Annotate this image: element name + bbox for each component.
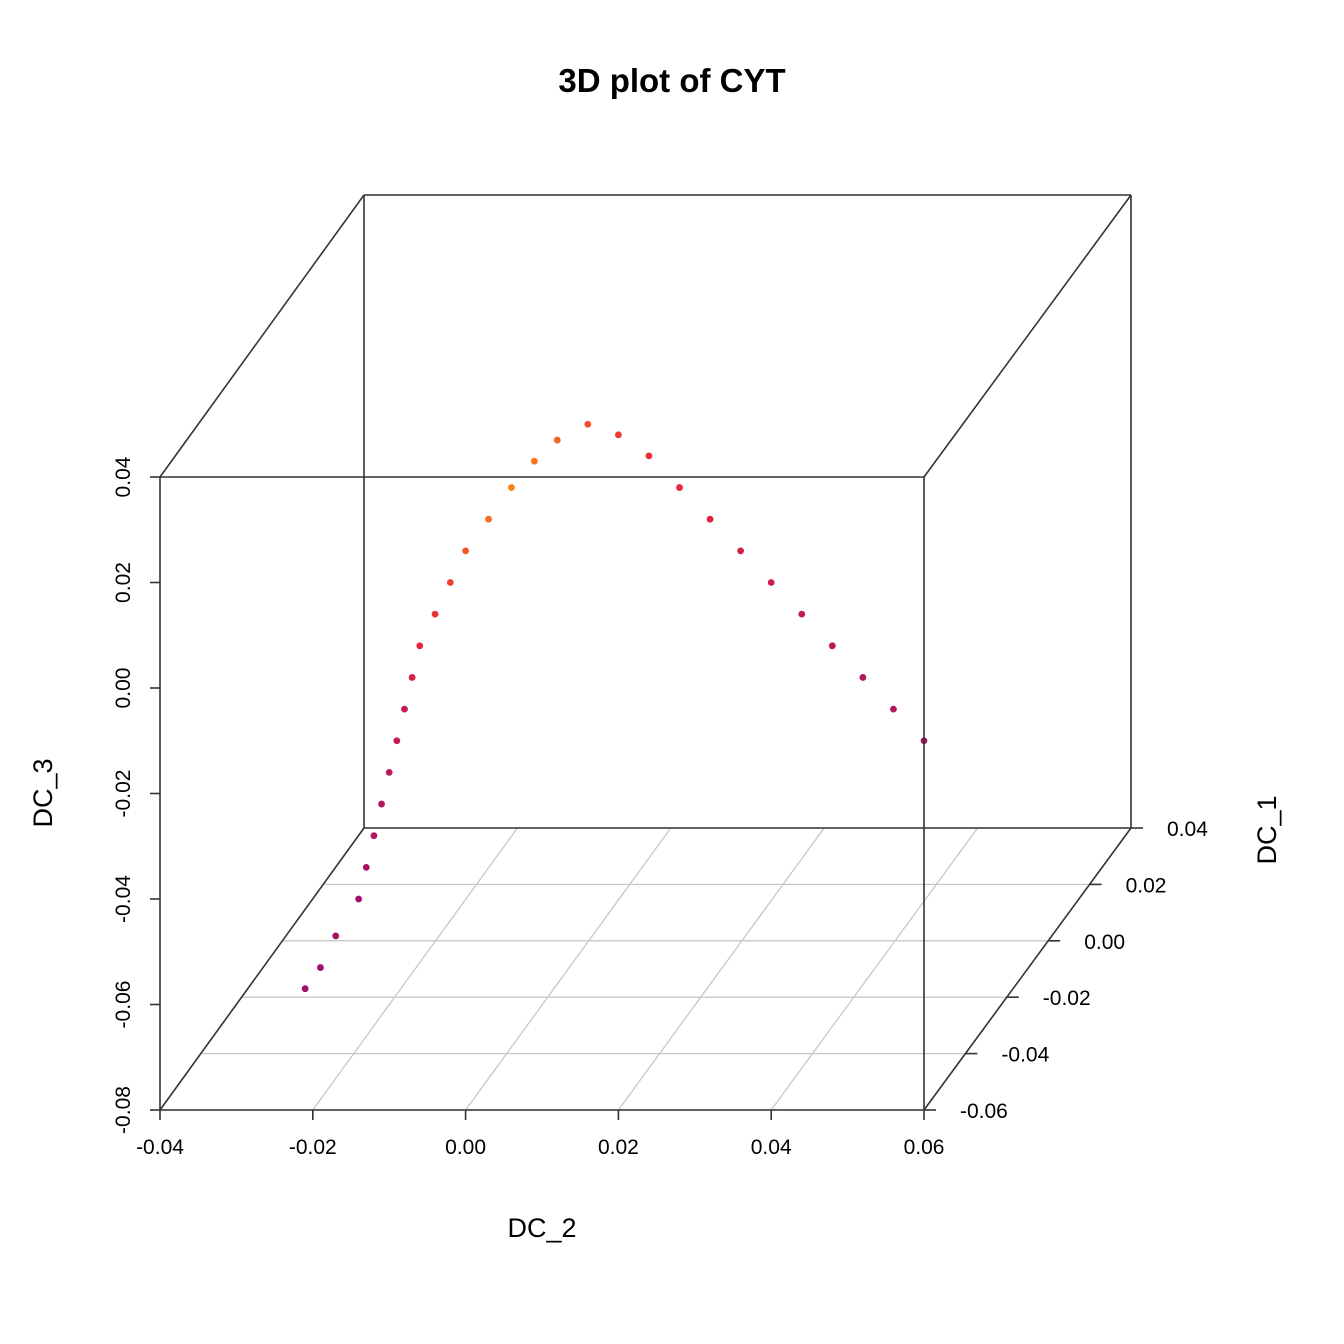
x-tick-label-2: 0.00 xyxy=(445,1136,486,1159)
data-point-14 xyxy=(462,547,469,555)
y-tick-label-5: 0.04 xyxy=(1167,818,1208,841)
data-point-4 xyxy=(362,863,370,871)
data-point-17 xyxy=(530,457,538,465)
z-tick-label-0: -0.08 xyxy=(112,1086,135,1134)
x-axis-label: DC_2 xyxy=(507,1213,576,1243)
data-point-7 xyxy=(385,769,393,776)
data-point-19 xyxy=(584,420,592,428)
grid-line-x-3 xyxy=(617,827,825,1111)
data-point-0 xyxy=(301,985,309,993)
chart-title: 3D plot of CYT xyxy=(558,62,785,99)
data-point-16 xyxy=(508,484,515,491)
data-point-5 xyxy=(370,832,378,840)
z-tick-label-4: 0.00 xyxy=(112,668,135,709)
data-point-10 xyxy=(408,674,416,681)
data-point-8 xyxy=(393,737,401,745)
x-tick-label-5: 0.06 xyxy=(904,1136,945,1159)
y-axis-label: DC_1 xyxy=(1252,795,1282,864)
data-point-21 xyxy=(645,452,653,460)
data-points xyxy=(301,420,928,993)
y-tick-label-0: -0.06 xyxy=(960,1100,1008,1123)
data-point-12 xyxy=(431,610,439,618)
box-edge-front-5 xyxy=(923,827,1132,1111)
box-back-edges xyxy=(363,194,1132,829)
floor-grid xyxy=(159,827,1132,1111)
z-tick-label-2: -0.04 xyxy=(112,875,135,923)
y-tick-label-2: -0.02 xyxy=(1043,987,1091,1010)
data-point-15 xyxy=(485,515,492,523)
box-edge-front-7 xyxy=(923,194,1132,478)
grid-line-x-1 xyxy=(312,827,518,1111)
box-edge-front-6 xyxy=(159,194,365,478)
x-tick-label-0: -0.04 xyxy=(136,1136,184,1159)
box-edge-front-4 xyxy=(159,827,365,1111)
box-front-edges xyxy=(159,194,1132,1111)
z-tick-label-1: -0.06 xyxy=(112,981,135,1029)
data-point-22 xyxy=(676,484,683,491)
data-point-1 xyxy=(317,964,324,971)
z-tick-label-3: -0.02 xyxy=(112,770,135,818)
z-tick-label-6: 0.04 xyxy=(112,456,135,497)
y-tick-label-1: -0.04 xyxy=(1001,1044,1049,1067)
data-point-3 xyxy=(355,895,363,903)
axis-ticks: -0.04 -0.02 0.00 0.02 0.04 0.06 -0.08 -0.06 -0.0… xyxy=(112,456,1208,1159)
data-point-11 xyxy=(416,642,424,650)
x-tick-label-4: 0.04 xyxy=(751,1136,792,1159)
data-point-27 xyxy=(828,642,836,650)
data-point-13 xyxy=(446,579,454,586)
data-point-9 xyxy=(401,705,408,713)
z-tick-label-5: 0.02 xyxy=(112,562,135,603)
data-point-2 xyxy=(332,932,340,940)
y-tick-label-3: 0.00 xyxy=(1084,931,1125,954)
data-point-23 xyxy=(706,515,714,523)
z-axis-label: DC_3 xyxy=(28,758,58,827)
data-point-24 xyxy=(737,547,745,555)
data-point-26 xyxy=(798,610,806,618)
data-point-6 xyxy=(378,800,385,808)
grid-line-x-4 xyxy=(770,827,979,1111)
data-point-18 xyxy=(553,436,561,444)
grid-line-x-2 xyxy=(465,827,672,1111)
y-tick-label-4: 0.02 xyxy=(1126,874,1167,897)
data-point-20 xyxy=(615,431,622,439)
x-tick-label-3: 0.02 xyxy=(598,1136,639,1159)
data-point-25 xyxy=(767,579,775,586)
data-point-28 xyxy=(859,674,867,681)
x-tick-label-1: -0.02 xyxy=(289,1136,337,1159)
data-point-29 xyxy=(890,705,897,713)
